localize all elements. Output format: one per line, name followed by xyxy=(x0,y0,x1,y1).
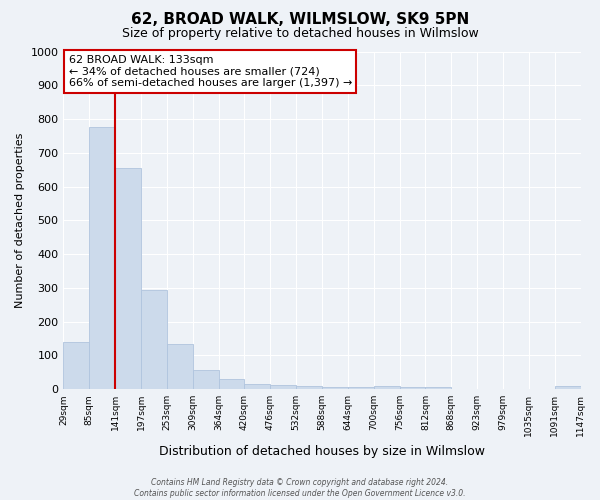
X-axis label: Distribution of detached houses by size in Wilmslow: Distribution of detached houses by size … xyxy=(159,444,485,458)
Text: 62, BROAD WALK, WILMSLOW, SK9 5PN: 62, BROAD WALK, WILMSLOW, SK9 5PN xyxy=(131,12,469,28)
Bar xyxy=(89,128,115,389)
Bar xyxy=(270,385,296,389)
Bar xyxy=(141,290,167,389)
Y-axis label: Number of detached properties: Number of detached properties xyxy=(15,132,25,308)
Text: Contains HM Land Registry data © Crown copyright and database right 2024.
Contai: Contains HM Land Registry data © Crown c… xyxy=(134,478,466,498)
Bar xyxy=(374,386,400,389)
Bar xyxy=(425,388,451,389)
Bar xyxy=(244,384,270,389)
Bar xyxy=(554,386,581,389)
Bar xyxy=(167,344,193,389)
Text: Size of property relative to detached houses in Wilmslow: Size of property relative to detached ho… xyxy=(122,28,478,40)
Bar xyxy=(193,370,218,389)
Bar xyxy=(115,168,141,389)
Bar xyxy=(348,388,374,389)
Bar xyxy=(400,388,425,389)
Bar xyxy=(218,379,244,389)
Text: 62 BROAD WALK: 133sqm
← 34% of detached houses are smaller (724)
66% of semi-det: 62 BROAD WALK: 133sqm ← 34% of detached … xyxy=(68,55,352,88)
Bar xyxy=(322,388,348,389)
Bar xyxy=(64,342,89,389)
Bar xyxy=(296,386,322,389)
